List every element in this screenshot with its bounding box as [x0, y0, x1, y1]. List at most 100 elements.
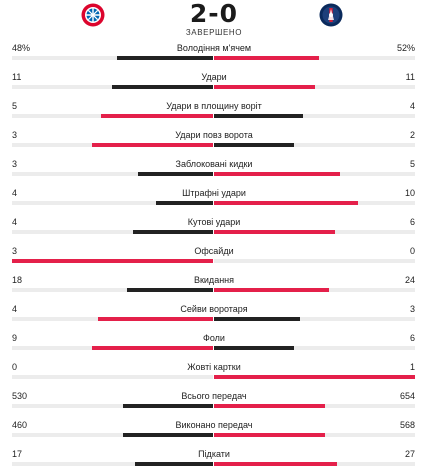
away-stat-bar-track	[214, 404, 415, 408]
home-stat-value: 3	[12, 130, 18, 140]
home-stat-bar-track	[12, 114, 213, 118]
home-stat-bar-track	[12, 85, 213, 89]
stat-label: Фоли	[203, 333, 225, 343]
home-stat-value: 0	[12, 362, 18, 372]
away-stat-bar	[214, 462, 337, 466]
home-stat-bar	[123, 404, 213, 408]
home-stat-value: 460	[12, 420, 28, 430]
fc-bayern-logo-icon[interactable]	[81, 3, 105, 27]
away-stat-value: 11	[405, 72, 415, 82]
stat-label: Підкати	[198, 449, 230, 459]
away-stat-bar-track	[214, 462, 415, 466]
stat-row: 3 Удари повз ворота 2	[0, 125, 428, 154]
stat-label: Штрафні удари	[182, 188, 246, 198]
away-stat-value: 52%	[396, 43, 415, 53]
away-stat-bar-track	[214, 114, 415, 118]
stat-row: 460 Виконано передач 568	[0, 415, 428, 444]
home-stat-bar-track	[12, 56, 213, 60]
away-stat-bar-track	[214, 201, 415, 205]
away-stat-value: 568	[399, 420, 415, 430]
home-stat-value: 5	[12, 101, 18, 111]
away-stat-value: 6	[409, 217, 415, 227]
stat-row: 17 Підкати 27	[0, 444, 428, 473]
home-stat-bar-track	[12, 317, 213, 321]
stat-row: 18 Вкидання 24	[0, 270, 428, 299]
stat-label: Кутові удари	[187, 217, 241, 227]
home-stat-bar-track	[12, 143, 213, 147]
away-stat-bar	[214, 433, 325, 437]
away-stat-value: 654	[399, 391, 415, 401]
home-stat-bar	[92, 143, 213, 147]
away-stat-bar-track	[214, 230, 415, 234]
stat-label: Заблоковані кидки	[175, 159, 253, 169]
home-stat-value: 11	[12, 72, 22, 82]
away-stat-bar	[214, 85, 315, 89]
away-stat-value: 2	[409, 130, 415, 140]
stat-row: 4 Кутові удари 6	[0, 212, 428, 241]
stat-label: Жовті картки	[187, 362, 241, 372]
home-stat-bar-track	[12, 259, 213, 263]
home-stat-value: 17	[12, 449, 23, 459]
away-stat-value: 6	[409, 333, 415, 343]
away-stat-bar	[214, 56, 319, 60]
away-stat-bar-track	[214, 375, 415, 379]
away-stat-value: 3	[409, 304, 415, 314]
home-stat-bar-track	[12, 404, 213, 408]
away-stat-bar	[214, 346, 294, 350]
away-stat-bar-track	[214, 143, 415, 147]
stat-row: 3 Заблоковані кидки 5	[0, 154, 428, 183]
home-stat-bar-track	[12, 201, 213, 205]
home-stat-bar	[101, 114, 213, 118]
stat-row: 5 Удари в площину воріт 4	[0, 96, 428, 125]
away-stat-bar-track	[214, 433, 415, 437]
stat-row: 9 Фоли 6	[0, 328, 428, 357]
away-stat-value: 4	[409, 101, 415, 111]
stat-label: Удари	[201, 72, 227, 82]
match-score: 2-0	[189, 0, 239, 28]
home-stat-bar-track	[12, 288, 213, 292]
stat-label: Офсайди	[194, 246, 234, 256]
stat-label: Вкидання	[193, 275, 235, 285]
stat-row: 0 Жовті картки 1	[0, 357, 428, 386]
stat-label: Володіння м'ячем	[176, 43, 252, 53]
home-stat-bar	[112, 85, 213, 89]
stat-label: Сейви воротаря	[180, 304, 248, 314]
match-status: ЗАВЕРШЕНО	[185, 28, 243, 37]
home-stat-value: 3	[12, 159, 18, 169]
away-stat-bar	[214, 288, 329, 292]
away-stat-value: 27	[404, 449, 415, 459]
away-stat-bar-track	[214, 85, 415, 89]
home-stat-value: 18	[12, 275, 23, 285]
psg-logo-icon[interactable]	[319, 3, 343, 27]
away-stat-bar-track	[214, 259, 415, 263]
stat-row: 530 Всього передач 654	[0, 386, 428, 415]
away-stat-bar	[214, 201, 358, 205]
home-stat-bar	[117, 56, 213, 60]
match-header: 2-0 ЗАВЕРШЕНО	[0, 0, 428, 40]
away-stat-value: 5	[409, 159, 415, 169]
stat-row: 3 Офсайди 0	[0, 241, 428, 270]
home-stat-bar	[156, 201, 213, 205]
home-stat-bar-track	[12, 172, 213, 176]
away-stat-value: 24	[404, 275, 415, 285]
home-stat-bar	[92, 346, 213, 350]
stat-row: 4 Сейви воротаря 3	[0, 299, 428, 328]
away-stat-bar	[214, 230, 335, 234]
home-stat-value: 4	[12, 304, 18, 314]
home-stat-bar-track	[12, 462, 213, 466]
away-stat-bar	[214, 375, 415, 379]
home-stat-bar-track	[12, 230, 213, 234]
away-stat-bar-track	[214, 288, 415, 292]
stat-label: Всього передач	[181, 391, 247, 401]
home-stat-bar	[123, 433, 213, 437]
home-stat-value: 9	[12, 333, 18, 343]
away-stat-bar-track	[214, 346, 415, 350]
away-stat-bar	[214, 114, 303, 118]
away-stat-bar	[214, 172, 340, 176]
home-stat-bar	[135, 462, 213, 466]
away-stat-bar	[214, 404, 325, 408]
away-stat-value: 10	[404, 188, 415, 198]
home-stat-bar	[12, 259, 213, 263]
home-stat-bar-track	[12, 375, 213, 379]
stat-label: Удари повз ворота	[175, 130, 253, 140]
